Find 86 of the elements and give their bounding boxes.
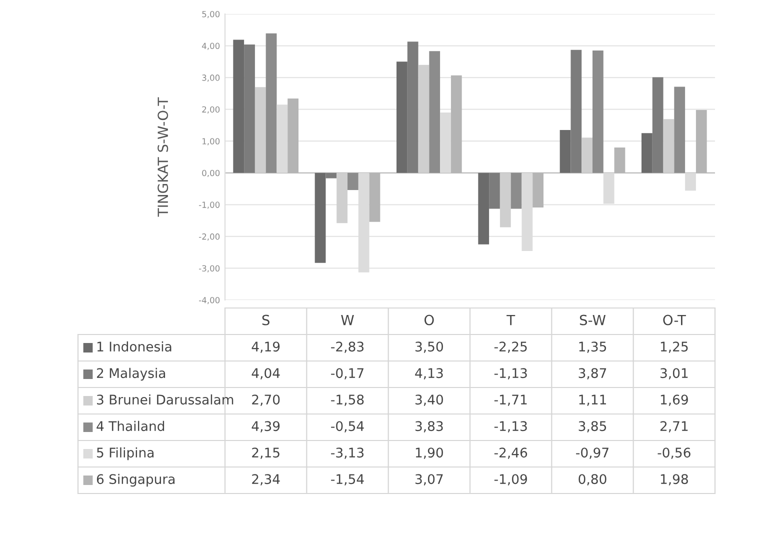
bar [642, 133, 652, 173]
legend-label: 6 Singapura [96, 474, 175, 487]
y-tick-label: -2,00 [198, 233, 220, 241]
data-label: 3,85 [578, 421, 606, 432]
data-label: 3,87 [578, 368, 606, 380]
y-tick-label: 4,00 [202, 42, 220, 50]
bar [582, 138, 592, 173]
bar [336, 172, 348, 224]
data-label: 1,35 [579, 342, 606, 353]
bar [418, 64, 430, 173]
bar [396, 62, 408, 173]
data-label: -2,46 [494, 448, 528, 459]
bar [266, 33, 277, 173]
bar [254, 87, 266, 173]
data-label: -1,71 [494, 394, 527, 406]
x-tick-label: S-W [580, 314, 606, 326]
data-label: 2,71 [660, 421, 688, 432]
bar [276, 104, 288, 173]
bar [233, 40, 244, 173]
bar [592, 50, 604, 173]
data-label: -1,58 [331, 394, 364, 406]
data-label: 4,19 [252, 342, 280, 353]
bar [685, 172, 696, 191]
bar [348, 172, 358, 190]
x-tick-label: S [262, 314, 270, 326]
y-tick-label: -4,00 [198, 296, 220, 304]
data-label: 1,11 [579, 394, 606, 406]
y-tick-label: 0,00 [202, 170, 220, 178]
data-label: 4,04 [252, 368, 280, 380]
legend-label: 3 Brunei Darussalam [97, 394, 234, 405]
bar [663, 119, 674, 173]
y-tick-label: 2,00 [202, 106, 220, 114]
y-tick-label: 5,00 [202, 10, 220, 18]
data-label: -1,13 [494, 421, 527, 432]
data-label: -0,56 [658, 448, 690, 459]
data-label: 2,15 [252, 448, 280, 459]
legend-label: 2 Malaysia [96, 368, 166, 381]
x-tick-label: O [424, 314, 434, 326]
data-label: 3,01 [660, 368, 688, 380]
bar [429, 51, 440, 173]
data-label: 1,69 [660, 394, 688, 406]
data-label: 1,25 [660, 342, 688, 353]
bar [407, 42, 418, 173]
y-tick-label: 3,00 [202, 74, 220, 82]
y-tick-label: 1,00 [202, 138, 220, 146]
data-label: 2,34 [252, 474, 280, 486]
bar [652, 77, 664, 173]
x-tick-label: O-T [663, 314, 686, 326]
bar [510, 172, 522, 209]
bar [500, 172, 511, 228]
data-label: -1,09 [494, 474, 527, 486]
bar [570, 50, 582, 173]
data-label: -0,97 [576, 448, 608, 459]
data-label: 3,83 [415, 421, 443, 432]
y-axis-title: TINGKAT S-W-O-T [158, 97, 168, 217]
bar [478, 172, 490, 244]
data-label: -2,25 [494, 342, 527, 353]
x-tick-label: T [506, 314, 516, 326]
data-label: 4,13 [415, 368, 443, 380]
bar [440, 112, 451, 173]
bar [244, 44, 255, 173]
legend-label: 1 Indonesia [97, 341, 172, 352]
bar [326, 172, 337, 178]
data-label: 0,80 [578, 474, 606, 486]
legend-label: 5 Filipina [97, 447, 154, 460]
data-label: 3,50 [415, 342, 443, 353]
data-label: 1,98 [660, 474, 688, 486]
legend-label: 4 Thailand [96, 420, 164, 432]
x-tick-label: W [341, 314, 354, 326]
y-tick-label: -1,00 [198, 202, 220, 209]
data-label: -2,83 [331, 342, 364, 353]
y-tick-label: -3,00 [198, 265, 220, 272]
bar [489, 172, 500, 209]
bar [560, 130, 571, 173]
bar [674, 86, 686, 173]
data-label: 4,39 [252, 421, 280, 432]
data-label: -0,54 [331, 421, 364, 432]
data-label: -0,17 [331, 368, 364, 380]
data-label: 2,70 [252, 394, 280, 406]
bar [314, 172, 326, 263]
data-label: -3,13 [331, 448, 364, 459]
data-label: 3,40 [415, 394, 443, 406]
data-label: -1,54 [331, 474, 364, 486]
data-label: 3,07 [415, 474, 443, 486]
data-label: -1,13 [494, 368, 527, 380]
data-label: 1,90 [416, 448, 443, 459]
